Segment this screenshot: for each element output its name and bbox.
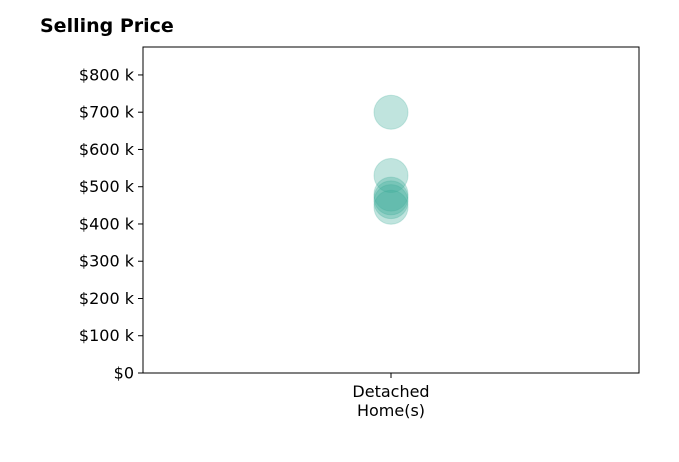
y-tick-label: $600 k xyxy=(79,140,135,159)
data-point xyxy=(373,189,409,225)
data-points xyxy=(373,94,409,225)
data-point xyxy=(373,176,409,212)
y-tick-label: $800 k xyxy=(79,65,135,84)
y-tick-label: $400 k xyxy=(79,214,135,233)
y-tick-label: $0 xyxy=(114,364,134,383)
y-tick-label: $100 k xyxy=(79,326,135,345)
x-axis: Detached Home(s) xyxy=(352,373,430,420)
y-tick-label: $500 k xyxy=(79,177,135,196)
data-point xyxy=(373,180,409,216)
data-point xyxy=(373,184,409,220)
y-tick-label: $200 k xyxy=(79,289,135,308)
y-axis: $0 $100 k $200 k $300 k $400 k $500 k $600 k $7… xyxy=(79,65,143,383)
chart-title: Selling Price xyxy=(40,15,174,37)
y-tick-label: $700 k xyxy=(79,103,135,122)
x-tick-label: Detached Home(s) xyxy=(352,382,429,420)
y-tick-label: $300 k xyxy=(79,252,135,271)
data-point xyxy=(373,158,409,194)
data-point xyxy=(373,94,409,130)
